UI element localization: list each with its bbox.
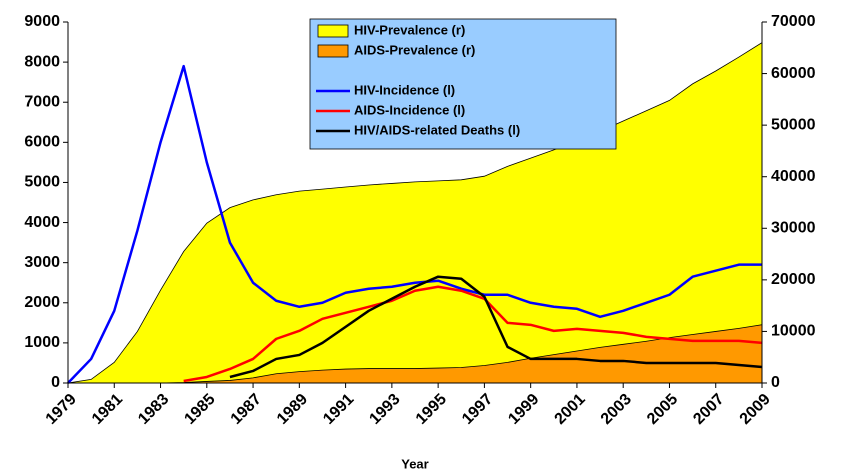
y2-tick-label: 40000 bbox=[771, 168, 816, 185]
y2-tick-label: 30000 bbox=[771, 220, 816, 237]
x-tick-label: 1997 bbox=[459, 391, 496, 428]
y2-tick-label: 20000 bbox=[771, 271, 816, 288]
x-tick-label: 1981 bbox=[89, 391, 126, 428]
x-tick-label: 1983 bbox=[135, 391, 172, 428]
legend-label: AIDS-Prevalence (r) bbox=[354, 42, 475, 57]
y2-tick-label: 10000 bbox=[771, 323, 816, 340]
line bbox=[229, 275, 763, 379]
y2-tick-label: 60000 bbox=[771, 65, 816, 82]
y-tick-label: 8000 bbox=[24, 53, 60, 70]
legend-label: HIV-Incidence (l) bbox=[354, 82, 455, 97]
x-tick-label: 1979 bbox=[43, 391, 80, 428]
x-tick-label: 1999 bbox=[505, 391, 542, 428]
y-tick-label: 2000 bbox=[24, 294, 60, 311]
x-tick-label: 1991 bbox=[320, 391, 357, 428]
line bbox=[183, 285, 763, 383]
x-tick-label: 2003 bbox=[598, 391, 635, 428]
legend-swatch bbox=[317, 24, 349, 38]
x-tick-label: 2009 bbox=[737, 391, 774, 428]
x-tick-label: 2005 bbox=[644, 391, 681, 428]
y2-tick-label: 70000 bbox=[771, 13, 816, 30]
x-axis-title: Year bbox=[401, 456, 428, 471]
x-tick-label: 2007 bbox=[690, 391, 727, 428]
y-tick-label: 9000 bbox=[24, 13, 60, 30]
legend-label: HIV-Prevalence (r) bbox=[354, 22, 465, 37]
x-tick-label: 1995 bbox=[413, 391, 450, 428]
legend-swatch bbox=[317, 44, 349, 58]
legend-box bbox=[309, 18, 617, 150]
legend-label: HIV/AIDS-related Deaths (l) bbox=[354, 122, 520, 137]
y2-tick-label: 50000 bbox=[771, 116, 816, 133]
area bbox=[67, 41, 763, 384]
y-tick-label: 0 bbox=[51, 374, 60, 391]
y-tick-label: 7000 bbox=[24, 93, 60, 110]
legend-label: AIDS-Incidence (l) bbox=[354, 102, 465, 117]
y2-tick-label: 0 bbox=[771, 374, 780, 391]
area bbox=[68, 324, 763, 384]
x-tick-label: 2001 bbox=[552, 391, 589, 428]
y-tick-label: 5000 bbox=[24, 174, 60, 191]
y-tick-label: 6000 bbox=[24, 134, 60, 151]
x-tick-label: 1985 bbox=[181, 391, 218, 428]
y-tick-label: 1000 bbox=[24, 334, 60, 351]
x-tick-label: 1989 bbox=[274, 391, 311, 428]
x-tick-label: 1993 bbox=[366, 391, 403, 428]
y-tick-label: 3000 bbox=[24, 254, 60, 271]
line bbox=[67, 64, 762, 384]
x-tick-label: 1987 bbox=[228, 391, 265, 428]
y-tick-label: 4000 bbox=[24, 214, 60, 231]
